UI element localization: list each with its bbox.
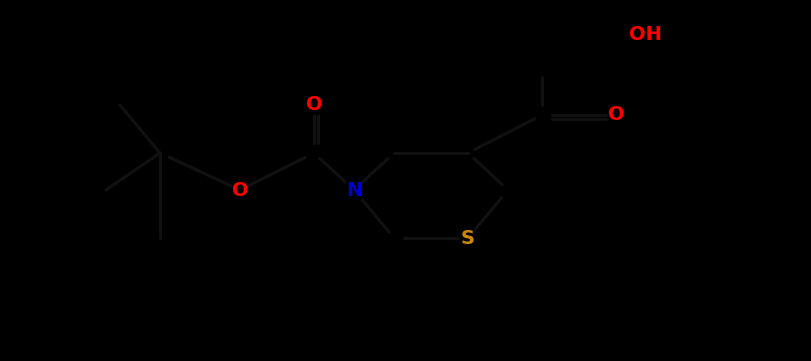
Text: N: N [345, 180, 362, 200]
Text: S: S [461, 229, 474, 248]
Text: O: O [305, 96, 322, 114]
Text: OH: OH [628, 26, 661, 44]
Text: O: O [607, 105, 624, 125]
Text: O: O [231, 180, 248, 200]
